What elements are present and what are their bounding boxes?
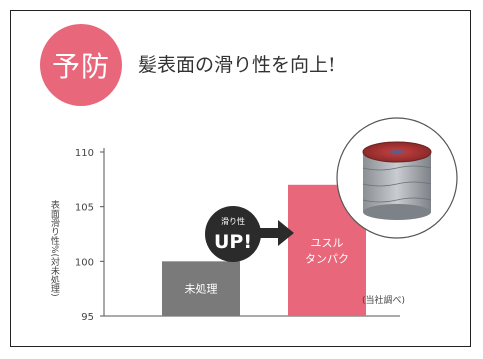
callout-big-text: UP! — [214, 231, 252, 253]
bar — [162, 261, 240, 316]
bar-label: 未処理 — [185, 283, 218, 296]
prevention-badge: 予防 — [40, 24, 122, 106]
bar-label: ユスル — [311, 236, 344, 249]
headline: 髪表面の滑り性を向上! — [138, 54, 336, 76]
callout-arrow-icon — [258, 220, 294, 246]
y-tick-label: 110 — [75, 148, 94, 159]
y-axis-label: 表面滑り性%(対未処理) — [48, 200, 59, 297]
badge-text: 予防 — [51, 50, 110, 83]
callout-circle — [205, 206, 261, 262]
callout-up: 滑り性 UP! — [205, 206, 294, 262]
y-tick-label: 100 — [75, 257, 94, 268]
bar-label: タンパク — [305, 252, 349, 265]
source-note: (当社調べ) — [362, 296, 406, 306]
y-tick-label: 105 — [75, 203, 94, 214]
hair-cross-section-icon — [336, 117, 458, 239]
y-tick-label: 95 — [81, 312, 94, 323]
callout-small-text: 滑り性 — [221, 216, 245, 226]
